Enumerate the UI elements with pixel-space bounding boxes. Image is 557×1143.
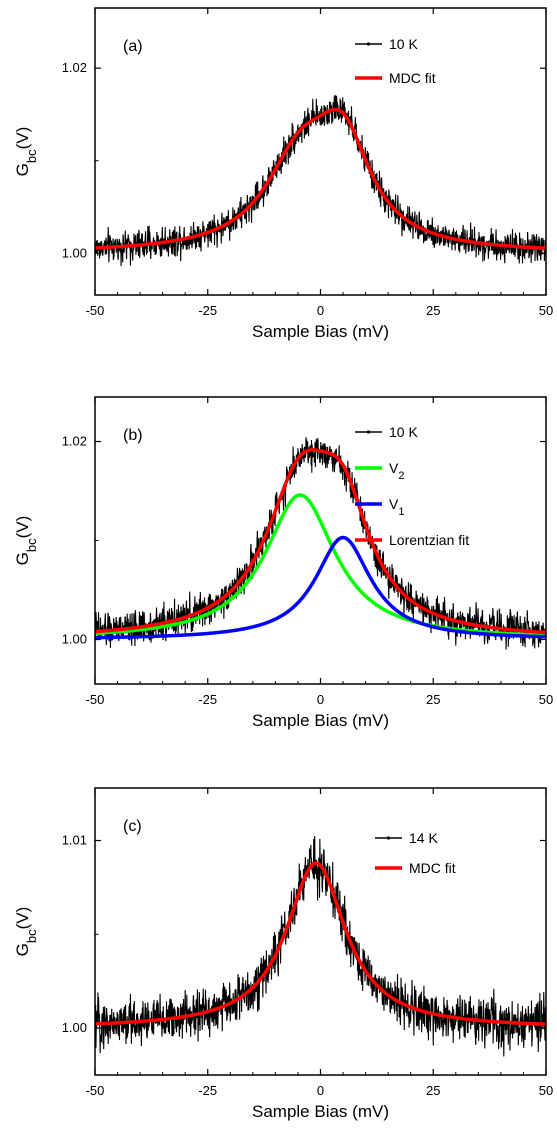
x-tick-label: 50 [539,1083,553,1098]
legend-label: V1 [389,496,404,518]
x-tick-label: 50 [539,303,553,318]
legend-entry: V1 [355,496,404,518]
chart-panel-2: -50 -25 0 25 50 1.00 1.02 Sample Bias (mV) Gbc(V… [13,396,553,730]
legend-label: MDC fit [389,70,436,86]
legend-entry: MDC fit [355,70,436,86]
series-mdc-fit-line [95,107,546,250]
legend-entry: MDC fit [375,860,456,876]
legend-label: Lorentzian fit [389,532,469,548]
plot-frame [94,396,547,685]
y-axis-label: Gbc(V) [13,907,39,957]
x-tick-label: 0 [317,303,324,318]
x-tick-label: -50 [86,1083,105,1098]
series-v2-line [95,493,546,637]
x-axis-label: Sample Bias (mV) [252,711,389,730]
y-tick-label: 1.00 [62,1020,87,1035]
y-axis-label: Gbc(V) [13,516,39,566]
y-tick-label: 1.00 [62,631,87,646]
legend-label: V2 [389,460,404,482]
plot-area [95,437,546,650]
legend-label: 10 K [389,36,418,52]
legend-entry: 10 K [355,424,418,440]
panel-label: (c) [123,818,142,835]
x-tick-label: 50 [539,692,553,707]
x-axis-label: Sample Bias (mV) [252,322,389,341]
series-10-k-line [95,437,546,650]
x-axis-label: Sample Bias (mV) [252,1102,389,1121]
series-mdc-fit-line [95,861,546,1026]
y-tick-label: 1.00 [62,245,87,260]
chart-panel-1: -50 -25 0 25 50 1.00 1.02 Sample Bias (mV) Gbc(V… [13,7,553,341]
x-tick-label: 0 [317,692,324,707]
chart-panel-3: -50 -25 0 25 50 1.00 1.01 Sample Bias (mV) Gbc(V… [13,787,553,1121]
series-lorentzian-fit-line [95,448,546,635]
x-tick-label: 25 [426,303,440,318]
panel-label: (b) [123,427,143,444]
y-tick-label: 1.02 [62,434,87,449]
legend-label: 14 K [409,830,438,846]
x-tick-label: -25 [198,303,217,318]
legend-entry: V2 [355,460,404,482]
y-axis-label: Gbc(V) [13,127,39,177]
series-14-k-line [95,836,546,1057]
plot-area [95,836,546,1057]
x-tick-label: -50 [86,303,105,318]
legend-entry: Lorentzian fit [355,532,469,548]
panel-label: (a) [123,38,143,55]
y-tick-label: 1.02 [62,60,87,75]
legend-entry: 10 K [355,36,418,52]
x-tick-label: 25 [426,692,440,707]
series-10-k-line [95,95,546,267]
legend-label: 10 K [389,424,418,440]
series-v1-line [95,535,546,640]
y-tick-label: 1.01 [62,833,87,848]
legend-marker [366,42,371,46]
legend-label: MDC fit [409,860,456,876]
x-tick-label: -50 [86,692,105,707]
legend-entry: 14 K [375,830,438,846]
legend-marker [366,430,371,434]
x-tick-label: 0 [317,1083,324,1098]
plot-area [95,95,546,267]
x-tick-label: 25 [426,1083,440,1098]
x-tick-label: -25 [198,1083,217,1098]
x-tick-label: -25 [198,692,217,707]
legend-marker [386,836,391,840]
